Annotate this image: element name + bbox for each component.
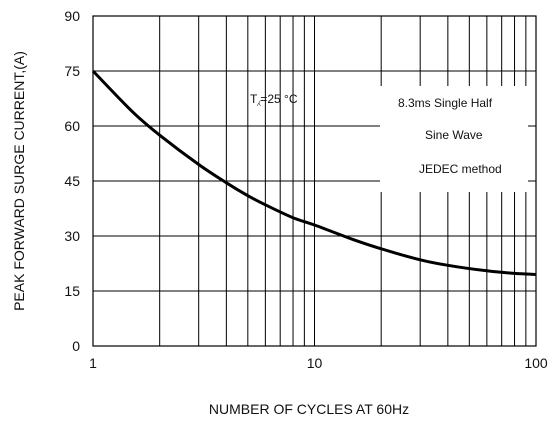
x-tick-label: 100 [524, 355, 548, 371]
y-tick-label: 90 [64, 8, 80, 24]
series-layer [91, 69, 537, 276]
y-tick-label: 75 [64, 63, 80, 79]
x-axis-title: NUMBER OF CYCLES AT 60Hz [209, 401, 409, 417]
waveform-annotation-line-3: JEDEC method [419, 162, 502, 176]
y-tick-label: 30 [64, 228, 80, 244]
plot-frame [92, 15, 537, 347]
tick-labels: 1 10 100 0 15 30 45 60 75 90 [64, 8, 547, 371]
surge-current-curve [91, 69, 537, 276]
legend-background [380, 86, 528, 192]
temperature-annotation: T⁁=25 °C [250, 92, 298, 106]
y-tick-label: 45 [64, 173, 80, 189]
y-tick-label: 15 [64, 283, 80, 299]
x-tick-label: 10 [307, 355, 323, 371]
y-tick-label: 60 [64, 118, 80, 134]
y-tick-label: 0 [72, 338, 80, 354]
x-tick-label: 1 [89, 355, 97, 371]
waveform-annotation-line-2: Sine Wave [425, 128, 483, 142]
y-axis-title: PEAK FORWARD SURGE CURRENT,(A) [11, 51, 27, 311]
waveform-annotation-line-1: 8.3ms Single Half [398, 96, 493, 110]
